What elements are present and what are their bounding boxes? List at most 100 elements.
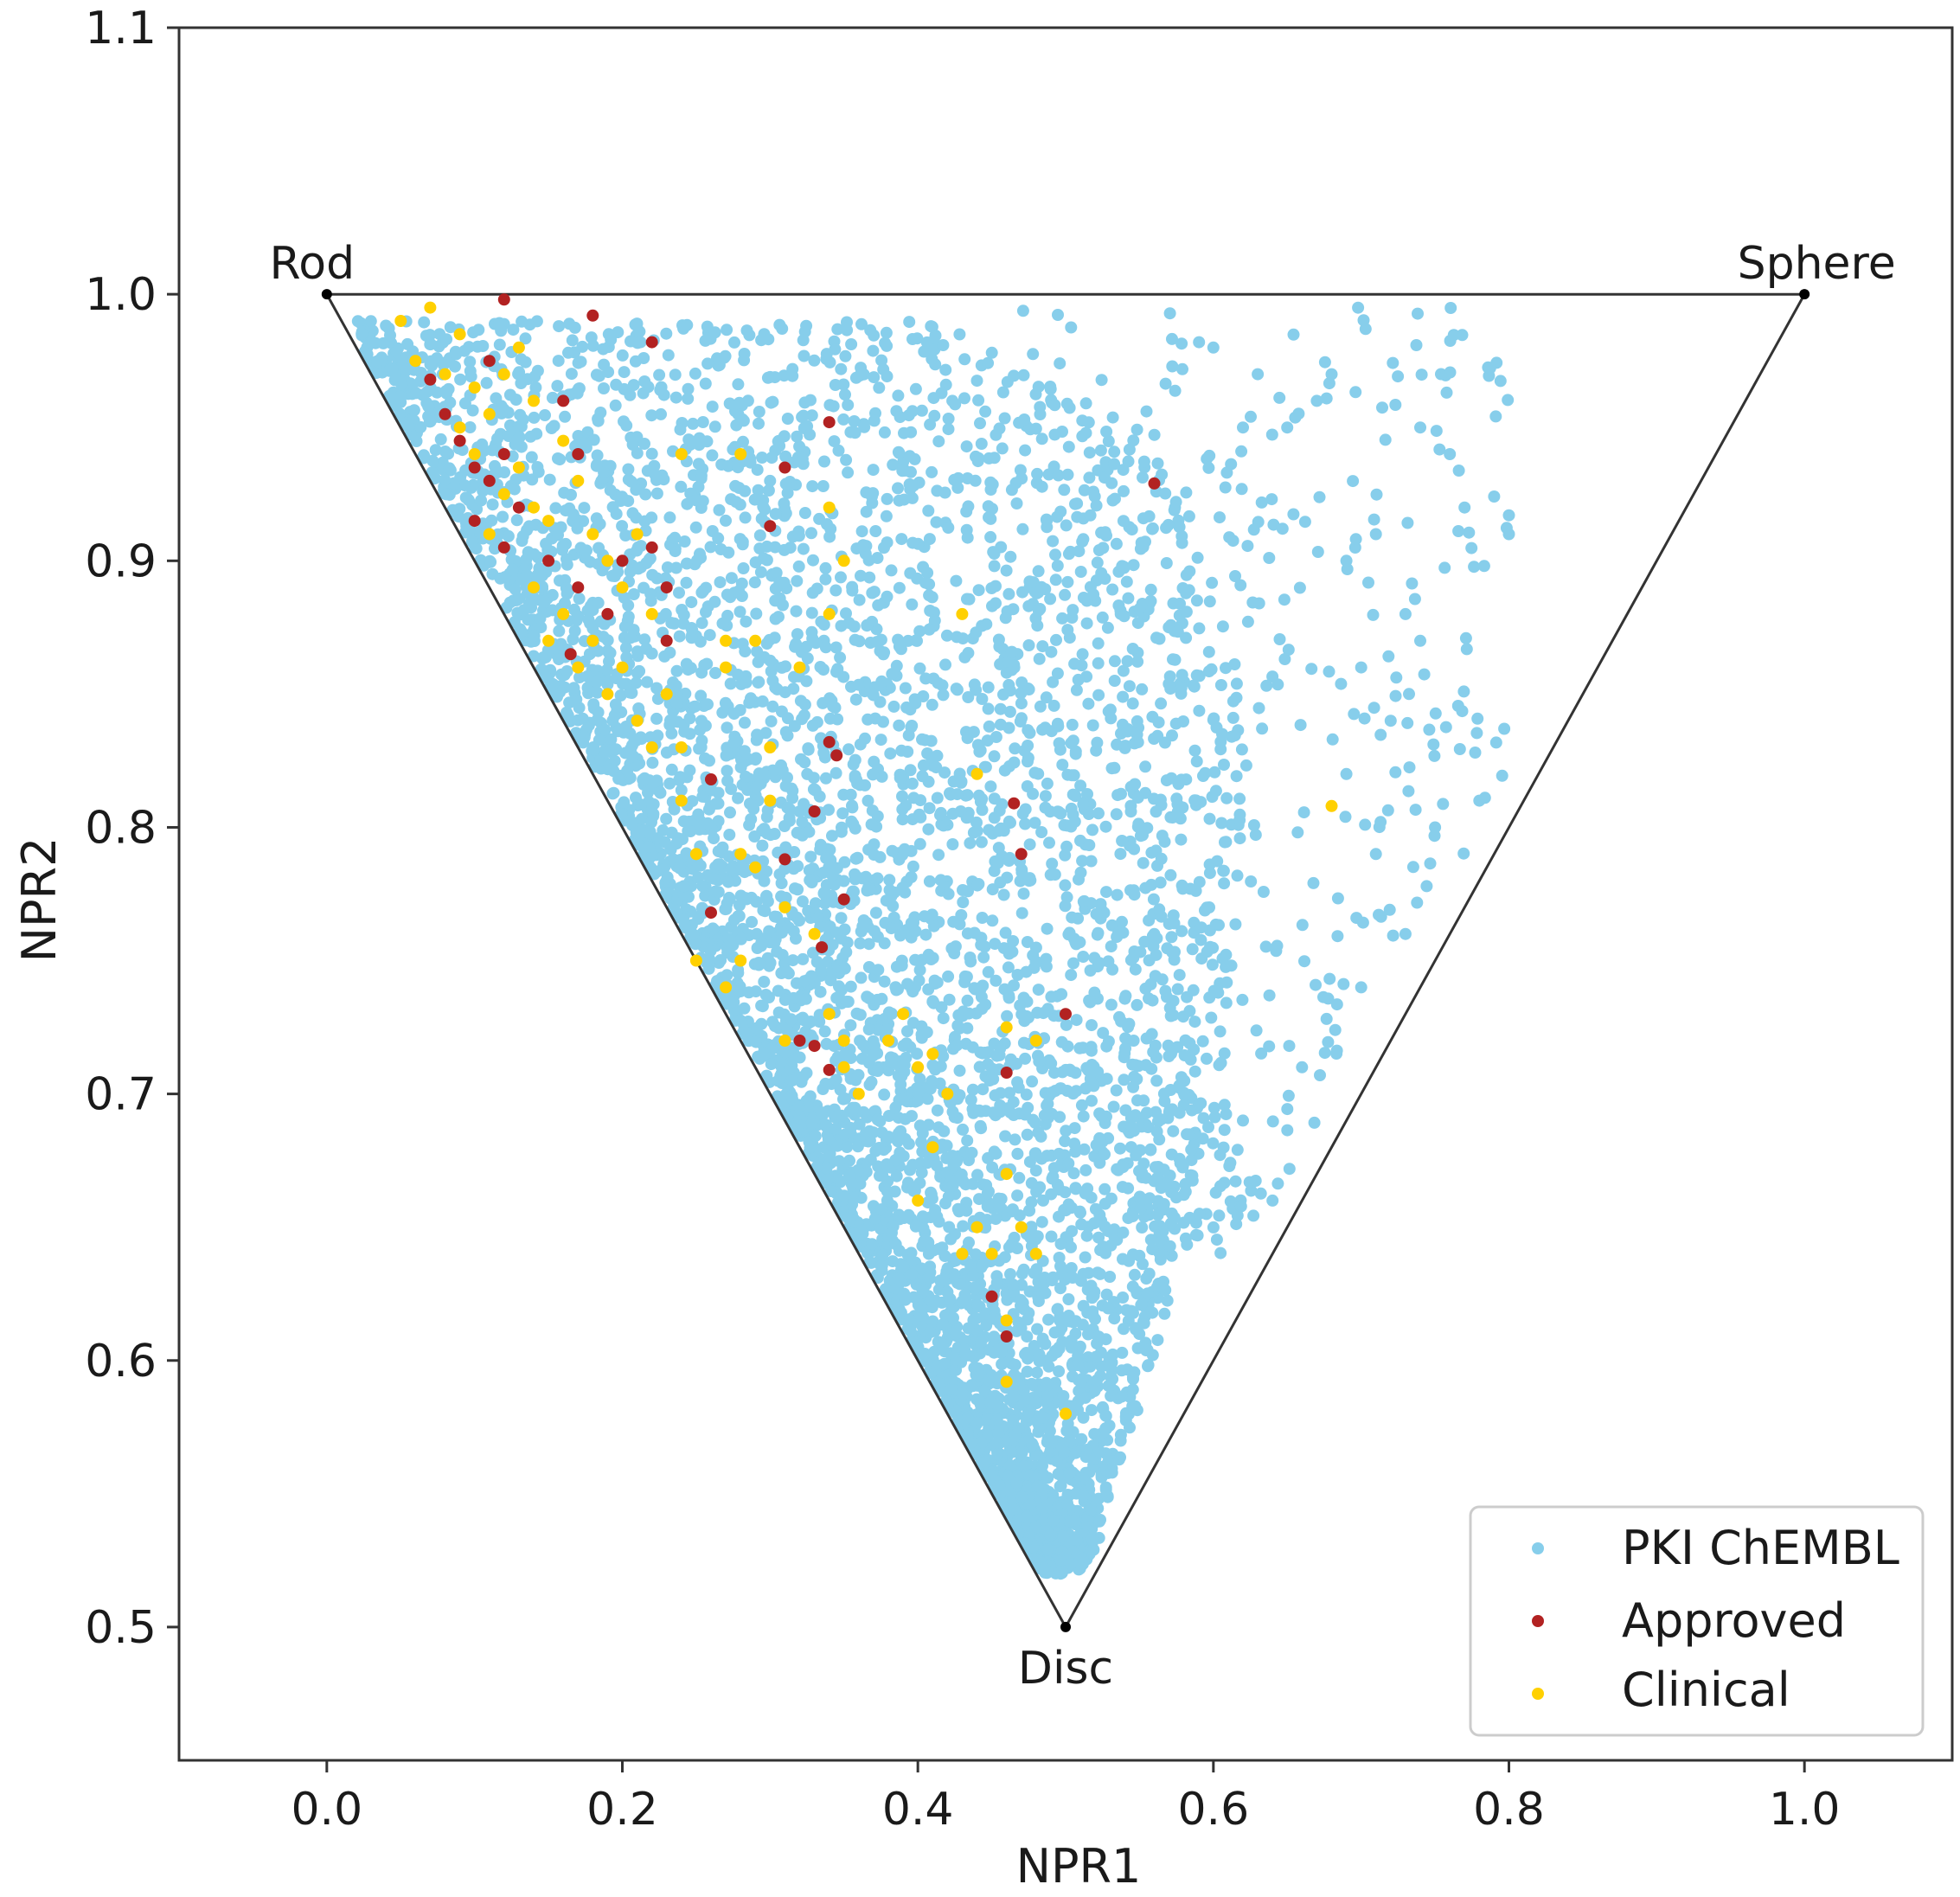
pki-point [1054, 1238, 1067, 1250]
pki-point [758, 976, 771, 988]
pki-point [893, 719, 906, 732]
pki-point [1062, 1157, 1075, 1170]
pki-point [1036, 640, 1049, 653]
pki-point [1004, 817, 1016, 830]
pki-point [1142, 1360, 1154, 1373]
pki-point [721, 588, 733, 601]
pki-point [1003, 1086, 1015, 1099]
pki-point [1074, 1206, 1086, 1219]
pki-point [977, 1083, 990, 1096]
pki-point [1004, 1268, 1016, 1280]
pki-point [1114, 848, 1127, 861]
pki-point [1023, 1156, 1036, 1169]
pki-point [703, 629, 716, 642]
pki-point [824, 522, 837, 535]
pki-point [906, 777, 919, 790]
pki-point [1139, 760, 1152, 773]
pki-point [1100, 1040, 1113, 1053]
pki-point [675, 784, 688, 797]
pki-point [921, 1157, 933, 1170]
pki-point [1139, 881, 1152, 894]
pki-point [823, 804, 835, 817]
pki-point [781, 1024, 794, 1037]
pki-point [1007, 1278, 1019, 1291]
pki-point [674, 771, 687, 784]
pki-point [1197, 1112, 1210, 1125]
pki-point [788, 720, 801, 733]
pki-point [881, 1185, 894, 1198]
pki-point [649, 469, 662, 481]
pki-point [1151, 1334, 1164, 1347]
pki-point [1216, 727, 1228, 740]
pki-point [572, 356, 585, 369]
pki-point [1147, 893, 1160, 906]
pki-point [1036, 1459, 1048, 1472]
pki-point [739, 511, 752, 524]
pki-point [937, 1012, 950, 1025]
pki-point [732, 966, 745, 979]
pki-point [1052, 469, 1065, 482]
pki-point [1034, 408, 1047, 420]
pki-point [911, 634, 923, 647]
pki-point [1129, 963, 1142, 976]
pki-point [749, 753, 762, 766]
pki-point [1106, 494, 1119, 507]
pki-point [980, 1047, 992, 1060]
pki-point [765, 396, 778, 409]
pki-point [630, 676, 643, 689]
pki-point [1116, 835, 1129, 847]
pki-point [909, 953, 922, 966]
pki-point [1074, 566, 1087, 578]
pki-point [616, 520, 629, 533]
pki-point [795, 1075, 808, 1088]
pki-point [892, 389, 905, 402]
pki-point [955, 1168, 968, 1181]
pki-point [597, 343, 610, 356]
pki-point [380, 319, 393, 332]
pki-point [796, 816, 809, 829]
pki-point [706, 401, 719, 413]
pki-point [1062, 548, 1075, 561]
pki-point [1091, 1494, 1103, 1507]
pki-point [581, 670, 594, 683]
pki-point [869, 525, 882, 537]
pki-point [1099, 1422, 1112, 1435]
pki-point [985, 1071, 998, 1084]
pki-point [1086, 1404, 1098, 1417]
pki-point [1007, 1494, 1019, 1506]
pki-point [984, 530, 997, 543]
pki-point [846, 580, 859, 593]
pki-point [901, 746, 914, 758]
pki-point [766, 1016, 779, 1029]
pki-point [765, 1058, 778, 1071]
pki-point [862, 1023, 875, 1035]
pki-point [906, 860, 919, 873]
pki-point [1215, 817, 1228, 830]
pki-point [1055, 1035, 1068, 1048]
pki-point [973, 1104, 986, 1117]
pki-point [962, 1322, 975, 1335]
pki-point [830, 862, 843, 875]
pki-point [972, 394, 985, 407]
pki-point [932, 849, 945, 862]
pki-point [1010, 497, 1023, 509]
pki-point [1126, 697, 1139, 710]
pki-point [1202, 645, 1215, 658]
pki-point [839, 388, 851, 401]
pki-point [779, 450, 792, 463]
pki-point [853, 635, 866, 648]
pki-point [680, 576, 693, 589]
pki-point [972, 789, 985, 802]
pki-point [1094, 898, 1107, 911]
pki-point [1105, 1192, 1118, 1205]
pki-point [830, 665, 842, 678]
pki-point [1028, 1230, 1041, 1243]
pki-point [967, 826, 980, 839]
pki-point [982, 681, 995, 694]
pki-point [852, 678, 865, 691]
pki-point [840, 607, 852, 620]
pki-point [973, 1061, 986, 1073]
pki-point [753, 406, 765, 418]
pki-point [725, 572, 738, 585]
pki-point [838, 1128, 851, 1141]
